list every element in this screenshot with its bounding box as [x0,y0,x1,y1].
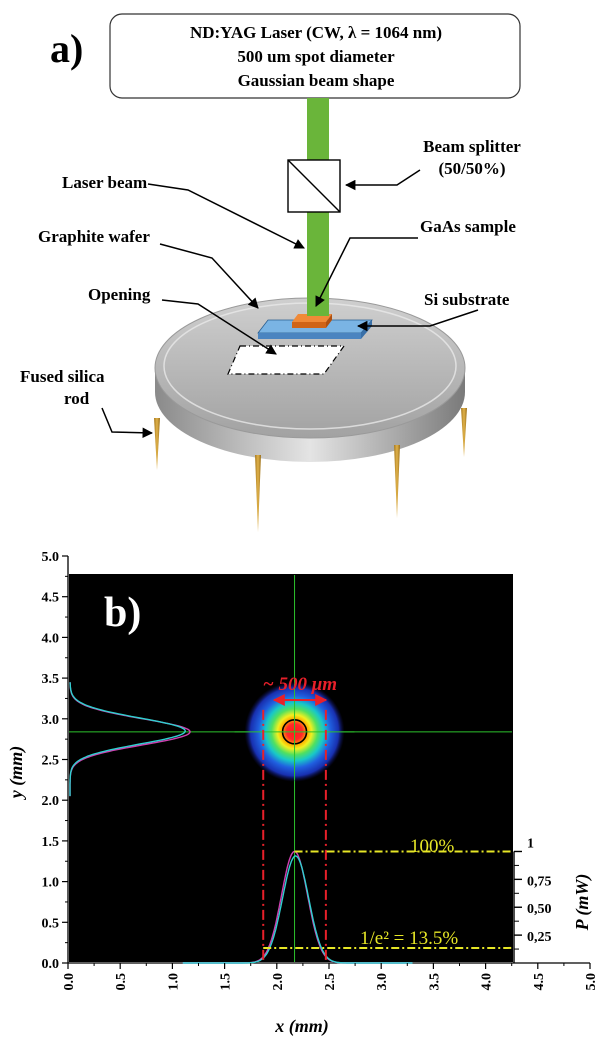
label-fused-silica-2: rod [64,389,90,408]
y-profile [69,682,191,797]
y-tick-label: 0.0 [42,957,60,972]
y-tick-label: 0.5 [42,916,60,931]
y-tick-label: 1.0 [42,876,60,891]
label-laser-beam: Laser beam [62,173,147,192]
y-tick-label: 4.0 [42,631,60,646]
x-axis-title: x (mm) [274,1016,329,1037]
arrow-fused-silica [101,407,154,439]
panel-a-label: a) [50,26,83,71]
x-tick-label: 0.5 [114,973,129,991]
y-tick-label: 3.5 [42,672,60,687]
label-1-over-e2: 1/e² = 13.5% [360,928,458,949]
leader-arrows [101,169,479,439]
power-tick-label: 1 [527,836,534,851]
x-tick-label: 2.5 [323,973,338,991]
power-tick-label: 0,50 [527,902,552,917]
laser-box-line3: Gaussian beam shape [238,71,395,90]
x-tick-label: 3.5 [427,973,442,991]
panel-b: b) 0.0 0.5 1.0 1.5 2.0 2.5 3.0 3.5 4.0 4.5 5.0 0.0… [6,550,599,1037]
x-profile-curve-2 [182,855,413,964]
y-profile-curve-2 [69,682,187,797]
power-axis: 1 0,75 0,50 0,25 [513,836,552,963]
x-tick-label: 1.5 [219,973,234,991]
arrow-gaas-sample [315,237,418,307]
y-axis-title: y (mm) [6,746,27,800]
label-100-percent: 100% [410,836,455,857]
label-gaas-sample: GaAs sample [420,217,516,236]
power-tick-label: 0,25 [527,930,552,945]
x-tick-label: 4.0 [480,973,495,991]
x-ticks: 0.0 0.5 1.0 1.5 2.0 2.5 3.0 3.5 4.0 4.5 5.0 [62,963,599,991]
x-tick-label: 1.0 [166,973,181,991]
power-axis-title: P (mW) [572,874,593,932]
label-si-substrate: Si substrate [424,290,510,309]
panel-a: a) ND:YAG Laser (CW, λ = 1064 nm) 500 um… [20,13,521,532]
label-beam-splitter-2: (50/50%) [438,159,505,178]
y-tick-label: 4.5 [42,591,60,606]
x-tick-label: 2.0 [271,973,286,991]
panel-b-label: b) [104,590,141,636]
x-tick-label: 5.0 [584,973,599,991]
arrow-opening [161,299,277,355]
label-opening: Opening [88,285,151,304]
x-tick-label: 4.5 [532,973,547,991]
arrow-graphite-wafer [159,243,259,309]
y-ticks: 0.0 0.5 1.0 1.5 2.0 2.5 3.0 3.5 4.0 4.5 5.0 [42,550,68,972]
y-tick-label: 5.0 [42,550,60,565]
spot-size-label: ~ 500 μm [263,674,337,695]
laser-box-line2: 500 um spot diameter [237,47,395,66]
y-tick-label: 2.5 [42,754,60,769]
fused-silica-rods [154,408,467,532]
x-tick-label: 0.0 [62,973,77,991]
x-tick-label: 3.0 [375,973,390,991]
label-beam-splitter-1: Beam splitter [423,137,521,156]
y-tick-label: 2.0 [42,794,60,809]
gaas-sample [292,314,332,328]
beam-splitter [287,159,341,213]
power-tick-label: 0,75 [527,874,552,889]
label-fused-silica-1: Fused silica [20,367,105,386]
arrow-laser-beam [147,183,305,249]
laser-box-line1: ND:YAG Laser (CW, λ = 1064 nm) [190,23,442,42]
spot-markers [262,709,512,962]
y-tick-label: 3.0 [42,713,60,728]
y-tick-label: 1.5 [42,835,60,850]
arrow-beam-splitter [344,169,421,191]
label-graphite-wafer: Graphite wafer [38,227,150,246]
opening-window [227,345,346,375]
x-profile [182,850,413,964]
arrow-si-substrate [356,309,479,332]
